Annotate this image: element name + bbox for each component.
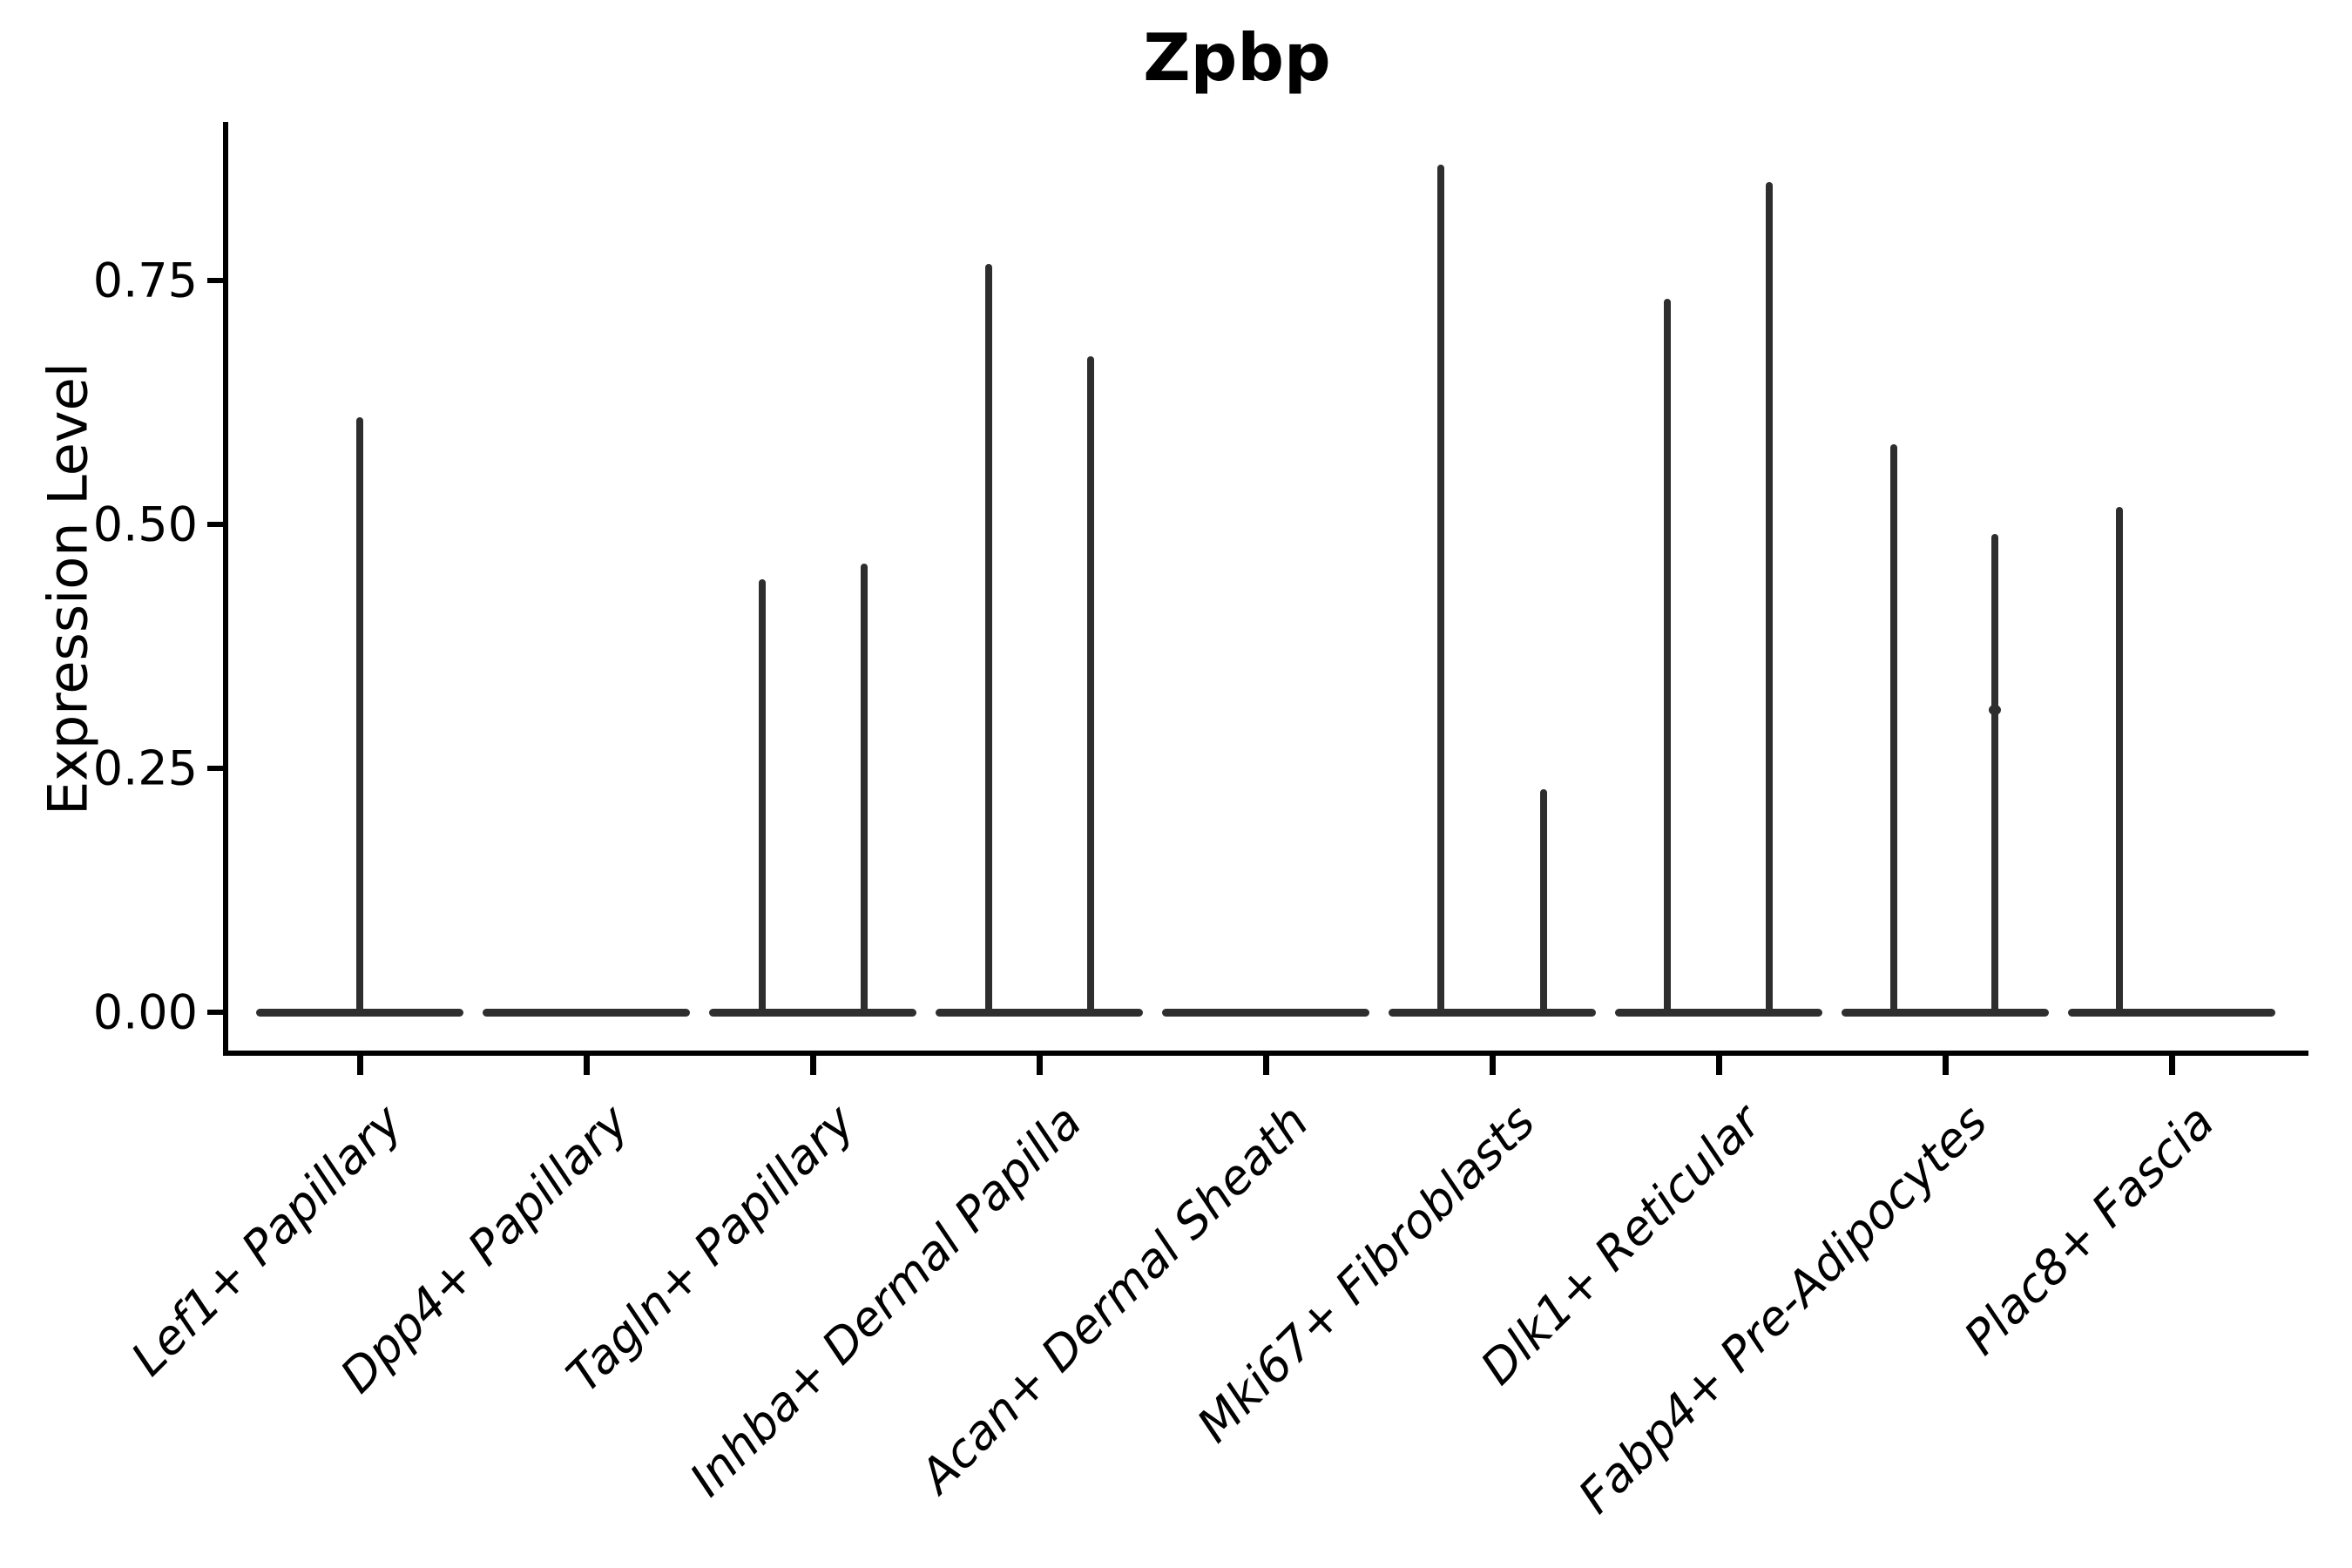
y-tick <box>207 522 223 527</box>
violin-spike <box>1766 181 1773 1012</box>
violin-base <box>1389 1009 1596 1017</box>
violin-spike <box>1890 444 1897 1012</box>
x-tick <box>1037 1056 1043 1075</box>
violin-spike <box>1540 788 1547 1012</box>
violin-base <box>709 1009 916 1017</box>
violin-spike <box>985 263 992 1012</box>
violin-base <box>1842 1009 2049 1017</box>
violin-spike <box>1437 164 1444 1012</box>
violin-node <box>1989 704 2001 715</box>
violin-spike <box>1664 299 1671 1012</box>
x-tick <box>1943 1056 1949 1075</box>
x-tick <box>357 1056 363 1075</box>
x-axis-spine <box>223 1051 2308 1056</box>
y-tick-label: 0.00 <box>92 984 198 1040</box>
x-tick <box>1263 1056 1269 1075</box>
violin-base <box>936 1009 1143 1017</box>
x-tick <box>810 1056 816 1075</box>
x-tick-label: Acan+ Dermal Sheath <box>909 1094 1319 1504</box>
x-tick-label: Fabp4+ Pre-Adipocytes <box>1568 1094 1998 1524</box>
y-tick <box>207 278 223 283</box>
violin-spike <box>356 416 363 1012</box>
violin-base <box>2068 1009 2275 1017</box>
y-tick-label: 0.75 <box>92 253 198 308</box>
x-tick <box>1716 1056 1722 1075</box>
y-tick-label: 0.50 <box>92 497 198 552</box>
violin-base <box>256 1009 463 1017</box>
y-tick <box>207 766 223 771</box>
x-tick <box>584 1056 590 1075</box>
violin-base <box>1615 1009 1822 1017</box>
y-tick <box>207 1010 223 1015</box>
violin-base <box>1162 1009 1369 1017</box>
y-axis-spine <box>223 122 228 1056</box>
chart-title: Zpbp <box>1143 19 1331 96</box>
violin-spike <box>1087 356 1094 1012</box>
y-tick-label: 0.25 <box>92 740 198 796</box>
x-tick-label: Inhba+ Dermal Papilla <box>679 1094 1092 1507</box>
x-tick <box>1490 1056 1496 1075</box>
violin-spike <box>759 578 766 1012</box>
violin-base <box>483 1009 690 1017</box>
violin-spike <box>2116 506 2123 1012</box>
violin-spike <box>1991 534 1998 1012</box>
violin-spike <box>861 563 868 1012</box>
x-tick <box>2169 1056 2175 1075</box>
